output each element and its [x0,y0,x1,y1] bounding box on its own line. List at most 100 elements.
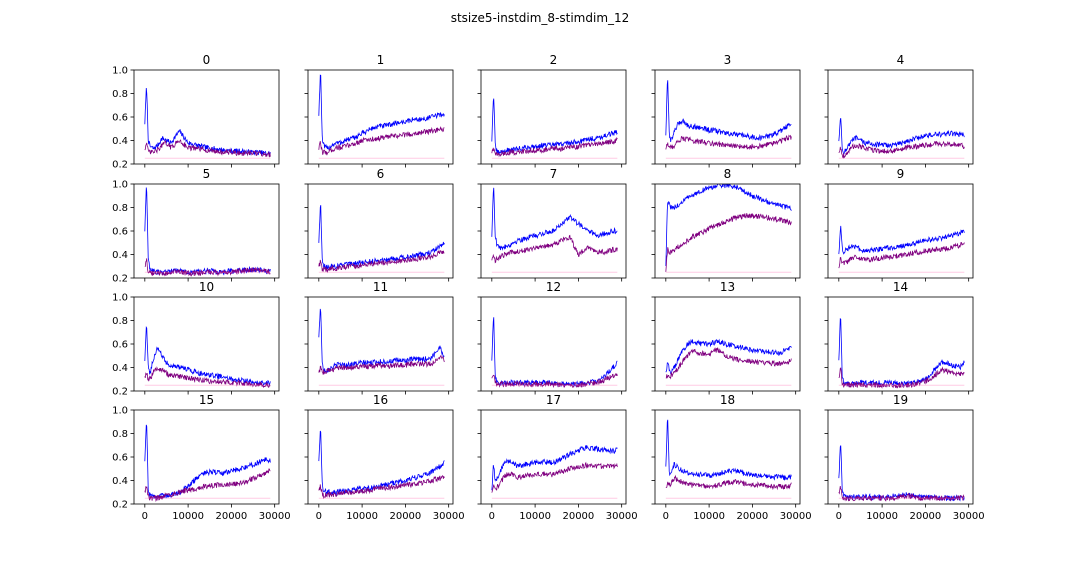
subplot-6-title: 6 [377,167,385,181]
subplot-15: 15 0 10000 20000 30000 0.2 0.4 0.6 0.8 1.0 [112,393,290,522]
subplot-2-series-2-line [491,136,618,158]
y-tick-label: 0.8 [112,316,128,327]
subplot-9-series-2-line [838,242,965,269]
x-tick-label: 30000 [780,511,812,522]
subplot-8-title: 8 [724,167,732,181]
subplot-2: 2 [477,53,627,168]
subplot-7-series-2-line [491,234,618,264]
subplot-16-series-2-line [318,475,445,500]
y-tick-label: 0.2 [112,274,128,285]
subplot-2-title: 2 [550,53,558,67]
subplot-11-series-2-line [318,355,445,375]
subplot-11-series-1-line [318,308,445,373]
x-tick-label: 0 [489,511,495,522]
subplot-14: 14 [824,280,974,395]
y-tick-label: 0.4 [112,363,128,374]
x-tick-label: 0 [316,511,322,522]
subplot-18-title: 18 [720,393,735,407]
y-tick-label: 0.6 [112,227,128,238]
subplot-18-series-1-line [665,419,792,481]
subplot-1-title: 1 [377,53,385,67]
y-tick-label: 1.0 [112,180,128,191]
subplot-13-series-1-line [665,338,792,376]
subplot-0-title: 0 [203,53,211,67]
subplot-8-series-1-line [665,184,792,267]
y-tick-label: 0.6 [112,113,128,124]
subplot-0-series-2-line [144,139,271,158]
subplot-18-series-2-line [665,474,792,491]
y-tick-label: 0.2 [112,160,128,171]
subplot-3-series-1-line [665,80,792,142]
subplot-12: 12 [477,280,627,395]
subplot-17-series-2-line [491,461,618,493]
subplot-16-series-1-line [318,430,445,497]
subplot-9: 9 [824,167,974,282]
subplot-13: 13 [651,280,801,395]
subplot-15-title: 15 [199,393,214,407]
x-tick-label: 20000 [215,511,247,522]
subplot-15-series-2-line [144,468,271,502]
subplot-18: 18 0 10000 20000 30000 [651,393,812,522]
subplot-5: 5 0.2 0.4 0.6 0.8 1.0 [112,167,280,285]
y-tick-label: 0.2 [112,500,128,511]
subplot-17-series-1-line [491,445,618,491]
y-tick-label: 1.0 [112,406,128,417]
subplot-9-series-1-line [838,225,965,255]
figure-title: stsize5-instdim_8-stimdim_12 [451,11,630,25]
subplot-3-title: 3 [724,53,732,67]
y-tick-label: 0.8 [112,203,128,214]
subplot-13-series-2-line [665,347,792,380]
x-tick-label: 20000 [736,511,768,522]
subplot-19-title: 19 [893,393,908,407]
subplot-10-series-1-line [144,325,271,387]
subplot-14-series-1-line [838,317,965,388]
subplot-4-series-1-line [838,118,965,156]
x-tick-label: 30000 [433,511,465,522]
subplot-16-title: 16 [373,393,388,407]
subplot-4: 4 [824,53,974,168]
subplot-4-series-2-line [838,140,965,159]
subplot-11: 11 [304,280,454,395]
y-tick-label: 0.4 [112,476,128,487]
x-tick-label: 10000 [519,511,551,522]
y-tick-label: 0.4 [112,250,128,261]
subplot-19: 19 0 10000 20000 30000 [824,393,985,522]
subplot-5-title: 5 [203,167,211,181]
subplot-8-series-2-line [665,213,792,272]
x-tick-label: 30000 [259,511,291,522]
subplot-0: 0 0.2 0.4 0.6 0.8 1.0 [112,53,280,171]
subplot-15-series-1-line [144,424,271,501]
y-tick-label: 0.8 [112,429,128,440]
subplot-8: 8 [651,167,801,282]
subplot-17: 17 0 10000 20000 30000 [477,393,638,522]
y-tick-label: 0.6 [112,340,128,351]
subplot-1-series-2-line [318,125,445,156]
subplot-1-series-1-line [318,74,445,151]
subplot-11-title: 11 [373,280,388,294]
subplot-10-series-2-line [144,366,271,389]
subplot-7: 7 [477,167,627,282]
x-tick-label: 20000 [389,511,421,522]
subplot-6: 6 [304,167,454,282]
x-tick-label: 10000 [346,511,378,522]
y-tick-label: 1.0 [112,293,128,304]
subplot-10: 10 0.2 0.4 0.6 0.8 1.0 [112,280,280,398]
subplot-6-series-2-line [318,250,445,274]
x-tick-label: 0 [836,511,842,522]
subplot-7-title: 7 [550,167,558,181]
subplot-4-title: 4 [897,53,905,67]
subplot-14-series-2-line [838,366,965,389]
subplot-17-title: 17 [546,393,561,407]
x-tick-label: 20000 [909,511,941,522]
subplot-10-title: 10 [199,280,214,294]
subplot-3-series-2-line [665,134,792,151]
y-tick-label: 1.0 [112,66,128,77]
x-tick-label: 30000 [606,511,638,522]
x-tick-label: 10000 [866,511,898,522]
subplot-2-series-1-line [491,98,618,154]
x-tick-label: 0 [663,511,669,522]
x-tick-label: 10000 [172,511,204,522]
x-tick-label: 0 [142,511,148,522]
